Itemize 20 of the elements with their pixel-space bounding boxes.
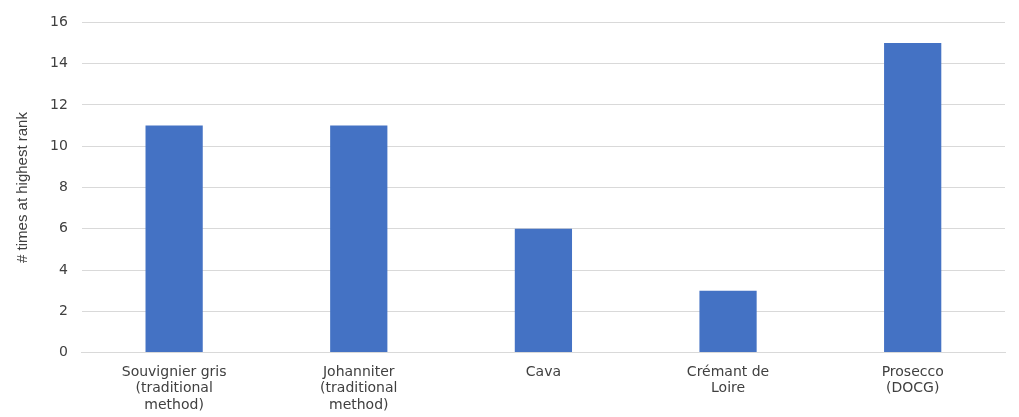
x-tick-label: Johanniter (traditional method) (320, 362, 398, 413)
x-tick-label: Prosecco (DOCG) (881, 362, 944, 396)
x-tick-label: Crémant de Loire (686, 362, 770, 396)
y-tick-label: 16 (49, 13, 68, 30)
bar (514, 228, 573, 353)
y-tick-label: 12 (49, 95, 68, 112)
x-tick-label: Souvignier gris (traditional method) (121, 362, 227, 413)
x-tick-label: Cava (525, 362, 562, 379)
y-tick-label: 0 (58, 343, 68, 360)
y-tick-label: 8 (58, 178, 68, 195)
y-tick-label: 10 (49, 136, 68, 153)
y-tick-label: 4 (58, 260, 68, 277)
y-tick-label: 14 (49, 54, 68, 71)
y-axis-title: # times at highest rank (13, 111, 31, 263)
y-tick-label: 6 (58, 219, 68, 236)
bar (330, 125, 388, 353)
bar (884, 43, 942, 353)
bar (699, 290, 757, 353)
y-tick-label: 2 (58, 301, 68, 318)
bar (145, 125, 203, 353)
